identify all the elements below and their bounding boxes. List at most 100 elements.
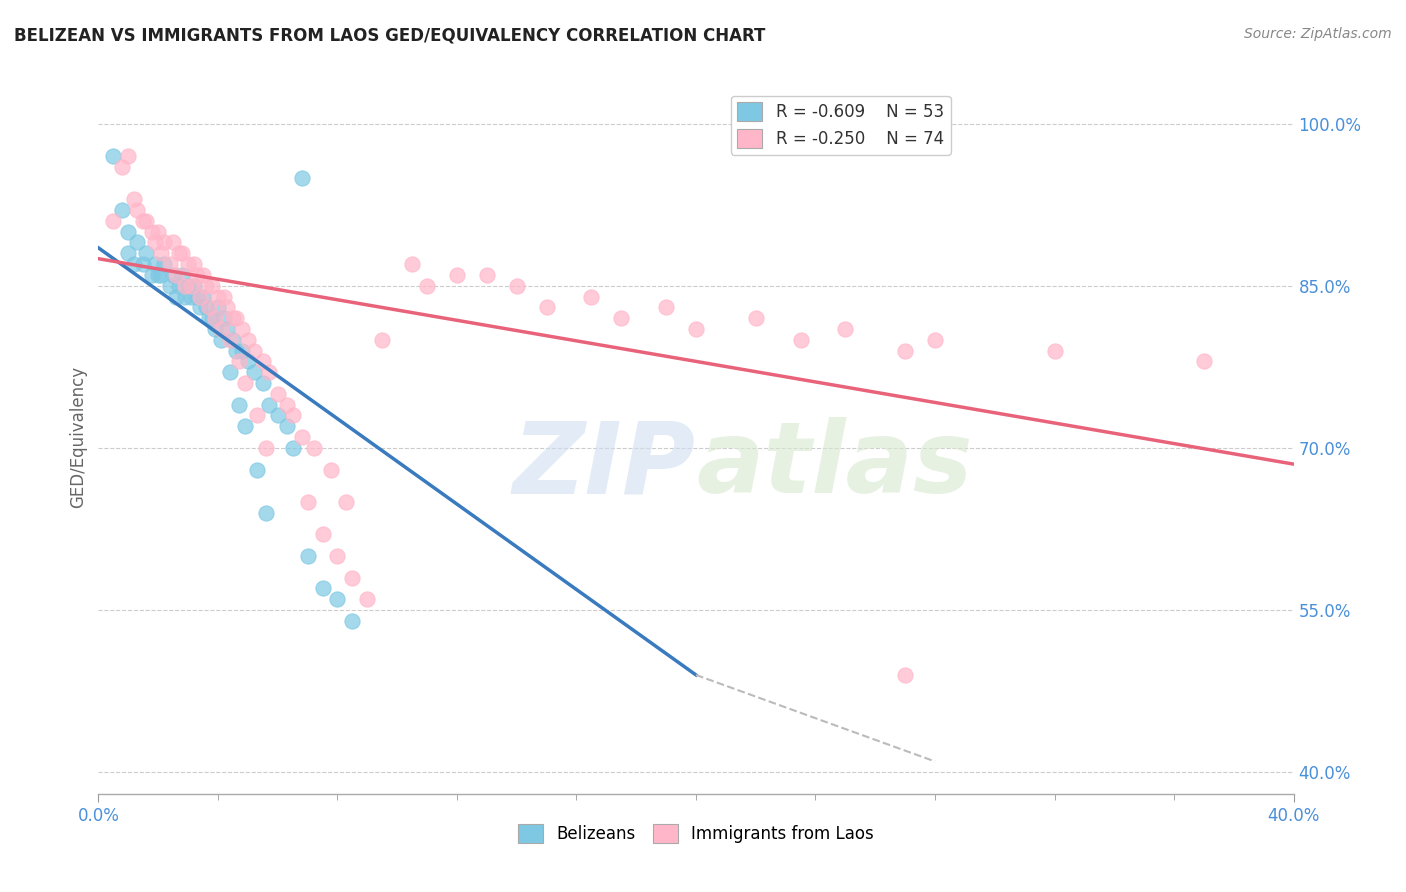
Point — [177, 278, 200, 293]
Point — [342, 571, 364, 585]
Point — [236, 333, 259, 347]
Point — [186, 268, 208, 282]
Point — [159, 278, 181, 293]
Point — [252, 376, 274, 390]
Point — [311, 527, 333, 541]
Point — [894, 668, 917, 682]
Point — [246, 409, 269, 423]
Point — [132, 257, 155, 271]
Point — [204, 311, 226, 326]
Point — [326, 549, 349, 563]
Point — [254, 506, 277, 520]
Point — [117, 246, 139, 260]
Point — [180, 278, 202, 293]
Point — [207, 301, 229, 315]
Point — [195, 301, 218, 315]
Point — [789, 333, 811, 347]
Point — [188, 301, 211, 315]
Point — [685, 322, 707, 336]
Point — [111, 202, 134, 217]
Point — [326, 592, 349, 607]
Point — [159, 257, 181, 271]
Point — [153, 235, 176, 250]
Point — [506, 278, 529, 293]
Point — [267, 409, 290, 423]
Text: atlas: atlas — [696, 417, 973, 514]
Point — [276, 419, 298, 434]
Point — [191, 289, 214, 303]
Point — [201, 278, 224, 293]
Point — [231, 343, 253, 358]
Point — [745, 311, 768, 326]
Point — [342, 614, 364, 628]
Point — [195, 278, 218, 293]
Point — [132, 214, 155, 228]
Point — [162, 235, 184, 250]
Point — [188, 289, 211, 303]
Point — [297, 549, 319, 563]
Point — [311, 582, 333, 596]
Point — [924, 333, 946, 347]
Point — [124, 192, 146, 206]
Text: BELIZEAN VS IMMIGRANTS FROM LAOS GED/EQUIVALENCY CORRELATION CHART: BELIZEAN VS IMMIGRANTS FROM LAOS GED/EQU… — [14, 27, 765, 45]
Point — [135, 214, 157, 228]
Point — [335, 495, 357, 509]
Point — [172, 246, 194, 260]
Point — [215, 322, 238, 336]
Point — [212, 311, 235, 326]
Point — [177, 257, 200, 271]
Point — [416, 278, 439, 293]
Point — [209, 333, 232, 347]
Point — [172, 268, 194, 282]
Point — [207, 289, 229, 303]
Point — [150, 268, 173, 282]
Point — [198, 311, 221, 326]
Point — [180, 289, 202, 303]
Point — [446, 268, 468, 282]
Point — [243, 365, 266, 379]
Point — [225, 311, 247, 326]
Point — [174, 289, 197, 303]
Point — [254, 441, 277, 455]
Point — [475, 268, 498, 282]
Point — [231, 322, 253, 336]
Point — [291, 430, 314, 444]
Point — [243, 343, 266, 358]
Point — [371, 333, 394, 347]
Point — [183, 278, 205, 293]
Point — [135, 246, 157, 260]
Text: Source: ZipAtlas.com: Source: ZipAtlas.com — [1244, 27, 1392, 41]
Point — [209, 322, 232, 336]
Point — [127, 202, 149, 217]
Point — [148, 268, 170, 282]
Point — [246, 462, 269, 476]
Point — [148, 225, 170, 239]
Point — [894, 343, 917, 358]
Point — [297, 495, 319, 509]
Point — [267, 387, 290, 401]
Point — [167, 246, 190, 260]
Text: ZIP: ZIP — [513, 417, 696, 514]
Point — [124, 257, 146, 271]
Point — [165, 289, 187, 303]
Point — [281, 409, 304, 423]
Legend: Belizeans, Immigrants from Laos: Belizeans, Immigrants from Laos — [512, 818, 880, 850]
Point — [401, 257, 423, 271]
Point — [204, 322, 226, 336]
Point — [103, 214, 125, 228]
Point — [257, 398, 280, 412]
Point — [162, 268, 184, 282]
Point — [233, 376, 256, 390]
Point — [212, 289, 235, 303]
Point — [233, 419, 256, 434]
Point — [228, 398, 250, 412]
Point — [302, 441, 325, 455]
Point — [167, 278, 190, 293]
Point — [222, 311, 245, 326]
Point — [191, 268, 214, 282]
Point — [236, 354, 259, 368]
Point — [183, 257, 205, 271]
Point — [143, 257, 166, 271]
Point — [143, 235, 166, 250]
Point — [141, 268, 163, 282]
